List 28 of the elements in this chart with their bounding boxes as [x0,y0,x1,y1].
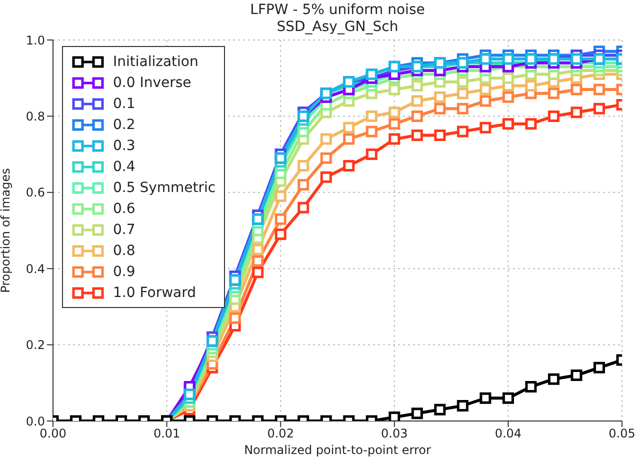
legend-label: 0.1 [113,96,136,112]
chart-title: LFPW - 5% uniform noise [249,2,426,19]
legend-label: 0.3 [113,138,136,154]
y-tick-label: 0.4 [26,262,45,276]
legend-label: 1.0 Forward [113,284,196,300]
y-tick-label: 1.0 [26,33,45,48]
legend-label: 0.8 [113,242,136,258]
x-tick-label: 0.04 [494,426,522,441]
x-tick-label: 0.03 [381,426,408,441]
legend-label: 0.7 [113,222,136,238]
x-tick-label: 0.01 [153,426,180,441]
y-tick-label: 0.8 [26,109,45,124]
chart-subtitle: SSD_Asy_GN_Sch [276,19,400,36]
legend-label: 0.2 [113,116,136,132]
x-axis-title: Normalized point-to-point error [244,443,431,457]
legend-label: 0.9 [113,264,136,280]
legend-label: Initialization [113,54,198,70]
x-tick-label: 0.05 [608,426,636,441]
legend-label: 0.6 [113,200,136,216]
x-tick-label: 0.02 [267,426,294,441]
legend-label: 0.0 Inverse [113,74,192,90]
x-tick-label: 0.00 [40,426,66,441]
y-tick-label: 0.0 [26,414,45,428]
legend-label: 0.4 [113,158,136,174]
y-tick-label: 0.2 [26,338,45,352]
y-tick-label: 0.6 [26,186,45,200]
legend-label: 0.5 Symmetric [113,180,216,196]
y-axis-title: Proportion of images [0,168,12,293]
